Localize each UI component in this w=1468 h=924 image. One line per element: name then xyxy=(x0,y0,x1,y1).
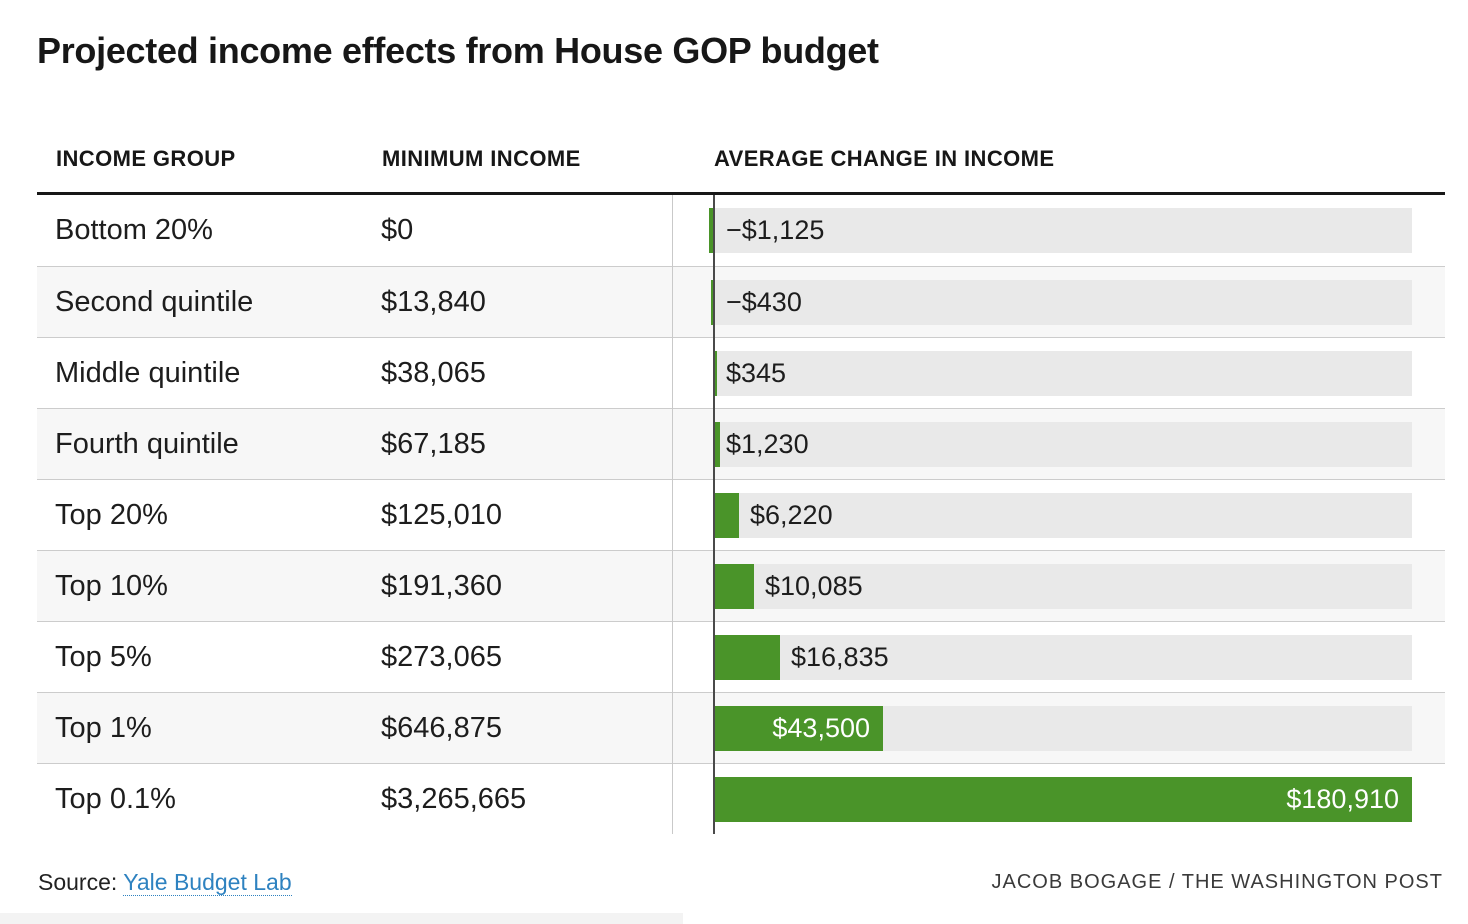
change-value-label: −$1,125 xyxy=(726,215,825,245)
bar-track xyxy=(715,280,1412,325)
change-value-label: $6,220 xyxy=(750,500,833,530)
change-value-label: $345 xyxy=(726,358,787,388)
bar-track xyxy=(715,493,1412,538)
change-bar xyxy=(715,706,883,751)
change-bar xyxy=(709,208,713,253)
minimum-income-value: $3,265,665 xyxy=(381,782,527,815)
source-link[interactable]: Yale Budget Lab xyxy=(123,869,292,896)
minimum-income-value: $646,875 xyxy=(381,711,502,744)
header-rule xyxy=(37,192,1445,195)
income-table: Bottom 20% $0 −$1,125 Second quintile $13,84… xyxy=(37,195,1445,834)
column-separator-line xyxy=(672,195,673,834)
income-group-label: Middle quintile xyxy=(55,356,241,389)
table-row: Top 20% $125,010 $6,220 xyxy=(37,479,1445,550)
column-header-income-group: INCOME GROUP xyxy=(56,146,236,171)
table-row: Top 1% $646,875 $43,500 xyxy=(37,692,1445,763)
minimum-income-value: $38,065 xyxy=(381,356,486,389)
column-header-minimum-income: MINIMUM INCOME xyxy=(382,146,581,171)
minimum-income-value: $191,360 xyxy=(381,569,502,602)
bar-track xyxy=(715,635,1412,680)
cropped-element-below xyxy=(0,913,683,924)
bar-track xyxy=(715,422,1412,467)
change-bar xyxy=(715,777,1412,822)
source-line: Source: Yale Budget Lab xyxy=(38,869,292,896)
change-bar xyxy=(715,635,780,680)
chart-title: Projected income effects from House GOP … xyxy=(37,30,879,71)
table-row: Bottom 20% $0 −$1,125 xyxy=(37,195,1445,266)
column-header-average-change: AVERAGE CHANGE IN INCOME xyxy=(714,146,1055,171)
byline-credit: JACOB BOGAGE / THE WASHINGTON POST xyxy=(991,871,1443,893)
table-row: Top 0.1% $3,265,665 $180,910 xyxy=(37,763,1445,834)
income-group-label: Fourth quintile xyxy=(55,427,239,460)
minimum-income-value: $125,010 xyxy=(381,498,502,531)
change-value-label: $16,835 xyxy=(791,642,889,672)
change-value-label: $180,910 xyxy=(1286,784,1399,814)
table-row: Top 10% $191,360 $10,085 xyxy=(37,550,1445,621)
table-row: Top 5% $273,065 $16,835 xyxy=(37,621,1445,692)
change-bar xyxy=(715,422,720,467)
income-group-label: Top 1% xyxy=(55,711,152,744)
bar-track xyxy=(715,208,1412,253)
minimum-income-value: $0 xyxy=(381,214,414,246)
income-group-label: Bottom 20% xyxy=(55,214,213,246)
minimum-income-value: $67,185 xyxy=(381,427,486,460)
change-value-label: $1,230 xyxy=(726,429,809,459)
minimum-income-value: $13,840 xyxy=(381,285,486,318)
income-group-label: Top 20% xyxy=(55,498,168,531)
income-group-label: Top 5% xyxy=(55,640,152,673)
change-value-label: $43,500 xyxy=(772,713,870,743)
change-bar xyxy=(711,280,713,325)
income-group-label: Second quintile xyxy=(55,285,254,318)
table-row: Middle quintile $38,065 $345 xyxy=(37,337,1445,408)
bar-track xyxy=(715,351,1412,396)
change-value-label: −$430 xyxy=(726,287,802,317)
change-value-label: $10,085 xyxy=(765,571,863,601)
income-group-label: Top 0.1% xyxy=(55,782,176,815)
bar-track xyxy=(715,564,1412,609)
table-row: Second quintile $13,840 −$430 xyxy=(37,266,1445,337)
change-bar xyxy=(715,351,717,396)
change-bar xyxy=(715,564,754,609)
change-bar xyxy=(715,493,739,538)
zero-baseline xyxy=(713,195,715,834)
income-group-label: Top 10% xyxy=(55,569,168,602)
table-row: Fourth quintile $67,185 $1,230 xyxy=(37,408,1445,479)
minimum-income-value: $273,065 xyxy=(381,640,502,673)
source-prefix: Source: xyxy=(38,869,124,895)
